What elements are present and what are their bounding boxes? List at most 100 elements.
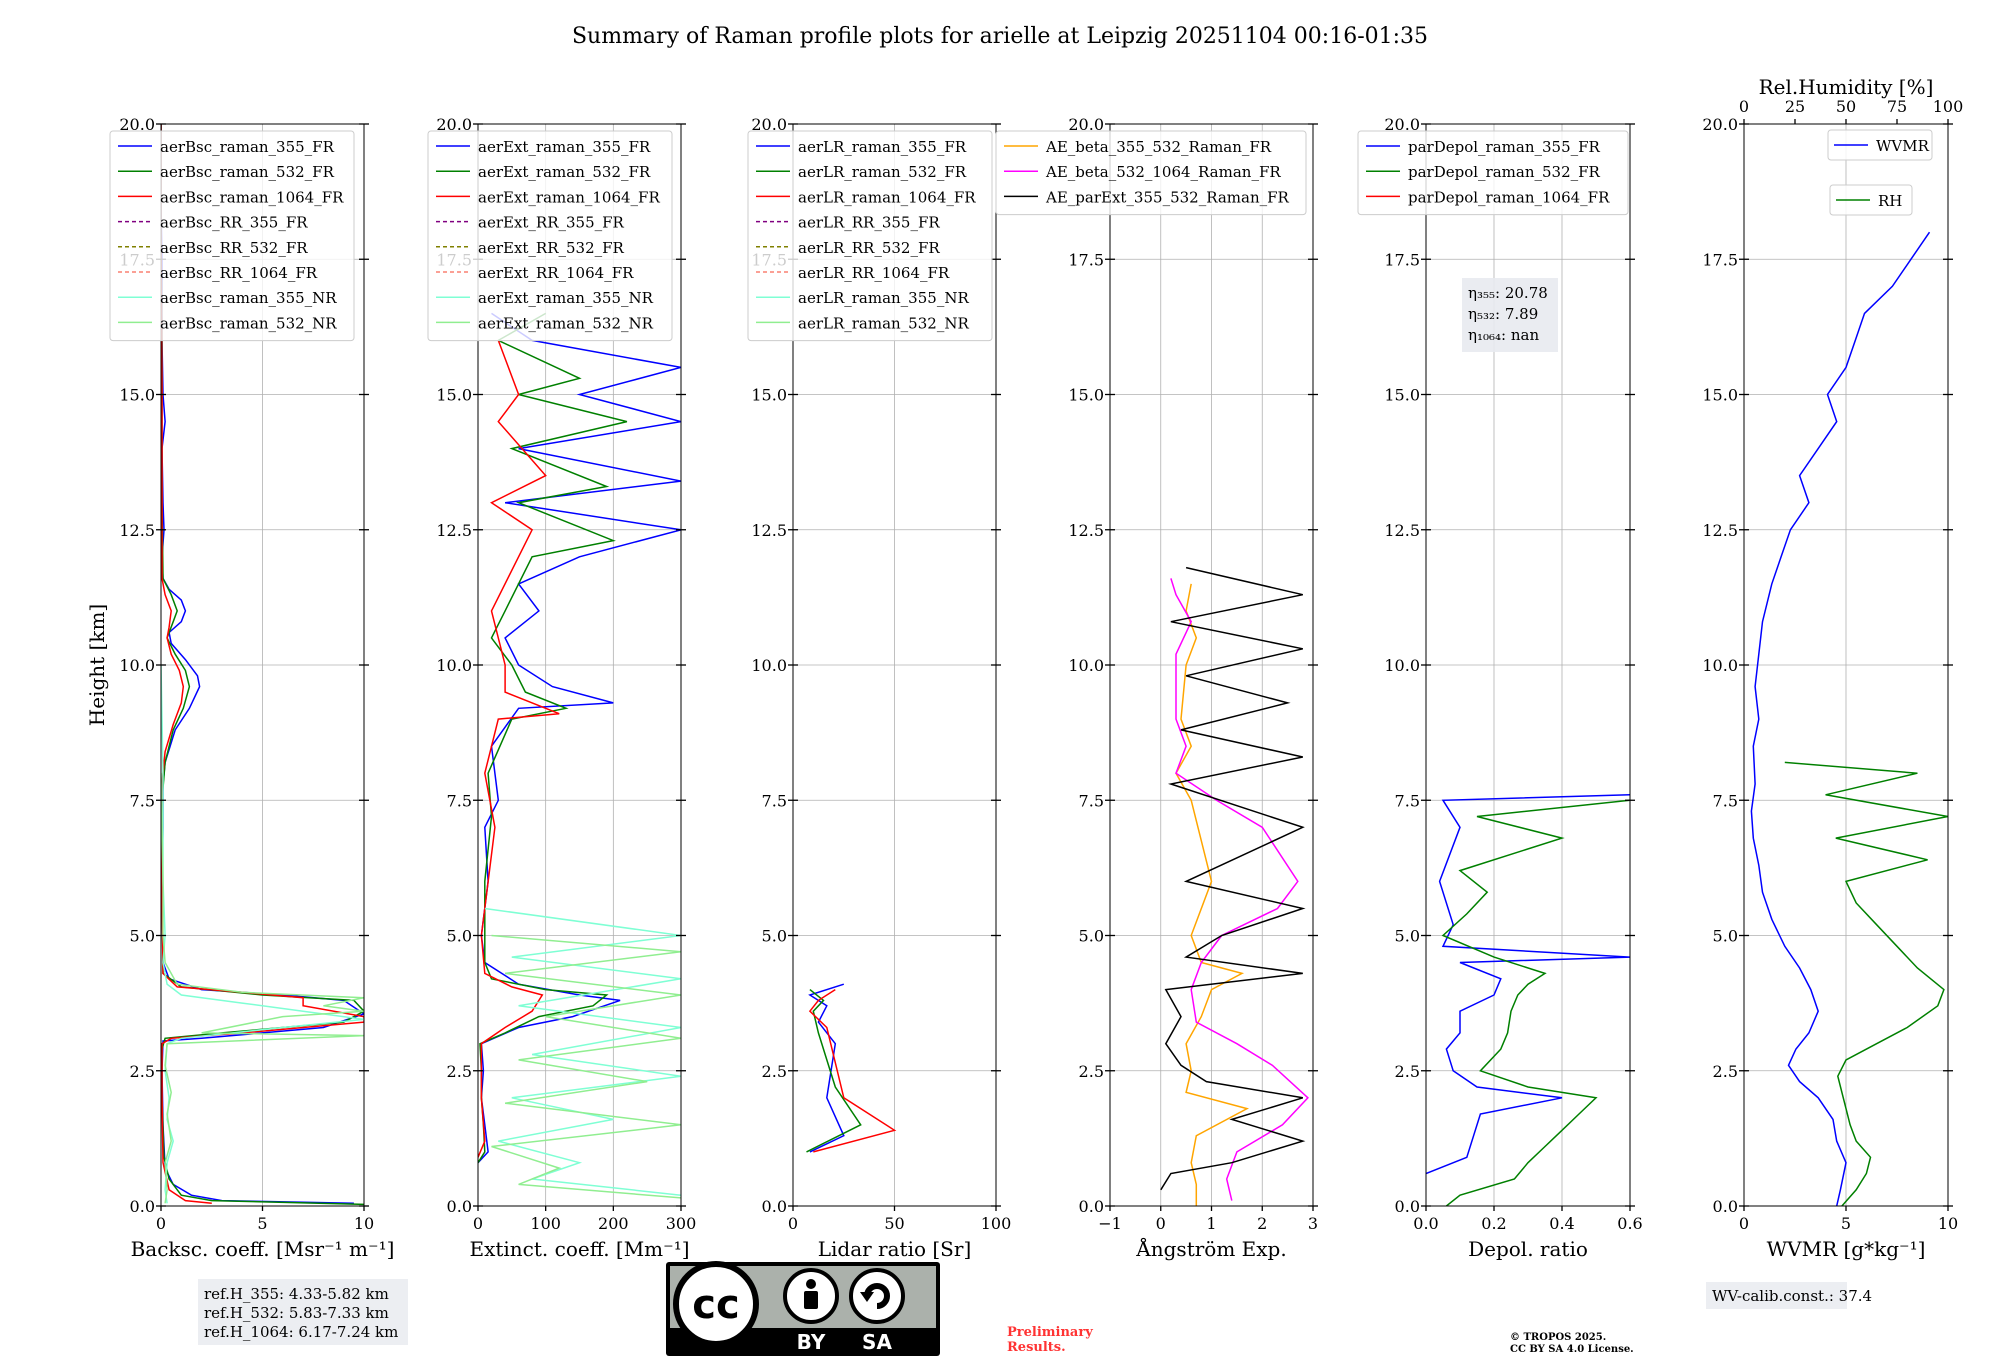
copyright-line-2: CC BY SA 4.0 License. [1510,1344,1634,1355]
sa-arrow-head [860,1292,874,1302]
series-line-AE_beta_532_1064_Raman_FR [1170,578,1309,1201]
legend-label: parDepol_raman_355_FR [1408,138,1601,156]
y-tick-label: 5.0 [1079,927,1104,946]
x-tick-label: 10 [1938,1214,1958,1233]
series-group [478,312,681,1199]
legend-label: aerExt_raman_1064_FR [478,188,660,206]
series-line-aerBsc_raman_355_NR [161,664,364,1204]
legend-label: aerLR_RR_532_FR [798,239,940,257]
series-group [161,124,364,1206]
x-tick-label: 10 [354,1214,374,1233]
series-line-aerExt_raman_532_NR [491,934,681,1199]
legend: AE_beta_355_532_Raman_FR AE_beta_532_1064… [995,130,1307,216]
series-line-aerExt_raman_532_FR [478,312,628,1164]
y-tick-label: 15.0 [119,386,155,405]
x-tick-label: 2 [1257,1214,1267,1233]
top-x-tick-label: 50 [1836,97,1856,116]
series-line-aerLR_raman_355_FR [808,983,845,1153]
legend-label: aerLR_raman_532_NR [798,314,969,332]
cc-icon-text: cc [692,1282,739,1328]
y-tick-label: 12.5 [1702,521,1738,540]
x-tick-label: 200 [598,1214,629,1233]
y-tick-label: 17.5 [1702,250,1738,269]
y-tick-label: 15.0 [1702,386,1738,405]
series-group [806,983,897,1153]
legend-label: aerExt_RR_355_FR [478,214,625,232]
y-tick-label: 5.0 [447,927,472,946]
x-tick-label: 0 [788,1214,798,1233]
legend-label: aerExt_RR_532_FR [478,239,625,257]
y-tick-label: 20.0 [751,115,787,134]
x-axis-label: Depol. ratio [1468,1237,1588,1261]
cc-icon [673,1261,759,1347]
x-tick-label: 50 [884,1214,904,1233]
legend-label: WVMR [1876,137,1930,155]
legend-box [1827,129,1933,161]
legend-label: aerExt_raman_532_NR [478,314,654,332]
wv-calib-const: WV-calib.const.: 37.4 [1712,1287,1872,1305]
by-person-body [804,1291,818,1309]
y-tick-label: 17.5 [1384,250,1420,269]
panel-wvmr: 0.02.55.07.510.012.515.017.520.00 5 10WVMR… [1702,75,1963,1261]
y-tick-label: 0.0 [762,1197,787,1216]
legend-box [427,130,673,342]
y-tick-label: 7.5 [130,791,155,810]
y-tick-label: 2.5 [762,1062,787,1081]
x-tick-label: 3 [1308,1214,1318,1233]
legend-box [109,130,355,342]
y-tick-label: 10.0 [436,656,472,675]
panel-depol: 0.0 2.5 5.0 7.5 10.0 12.5 15.0 17.5 20.0 0.0 0.2 0.… [1357,115,1643,1261]
y-tick-label: 0.0 [130,1197,155,1216]
depol-annotation-line: η₅₃₂: 7.89 [1468,305,1538,323]
ref-height-box: ref.H_355: 4.33-5.82 km ref.H_532: 5.83-… [198,1279,408,1345]
x-tick-label: 300 [666,1214,697,1233]
x-tick-label: 0.6 [1617,1214,1642,1233]
legend-label: aerExt_raman_532_FR [478,163,651,181]
x-axis-label: Backsc. coeff. [Msr⁻¹ m⁻¹] [131,1237,395,1261]
y-tick-label: 10.0 [119,656,155,675]
legend-label: RH [1878,192,1902,210]
top-x-tick-label: 75 [1887,97,1907,116]
y-tick-label: 10.0 [751,656,787,675]
top-x-axis-label: Rel.Humidity [%] [1759,75,1934,99]
legend-label: aerBsc_raman_532_NR [160,314,337,332]
legend: WVMR RH [1827,129,1933,216]
y-tick-label: 20.0 [1068,115,1104,134]
y-tick-label: 5.0 [1713,927,1738,946]
series-line-AE_parExt_355_532_Raman_FR [1160,566,1306,1191]
top-x-tick-label: 0 [1739,97,1749,116]
x-tick-label: 0.0 [1413,1214,1438,1233]
depol-annotation-line: η₁₀₆₄: nan [1468,326,1539,344]
y-tick-label: 17.5 [1068,250,1104,269]
y-tick-label: 0.0 [1395,1197,1420,1216]
sa-label: SA [862,1330,892,1354]
legend-label: AE_beta_532_1064_Raman_FR [1045,163,1281,181]
y-tick-label: 7.5 [447,791,472,810]
y-tick-label: 15.0 [1068,386,1104,405]
panel-extinction: 0.02.55.07.510.012.515.017.520.001002003… [427,115,697,1261]
series-line-parDepol_raman_355_FR [1426,794,1630,1175]
y-tick-label: 2.5 [1395,1062,1420,1081]
top-x-tick-label: 25 [1785,97,1805,116]
legend-label: AE_parExt_355_532_Raman_FR [1045,188,1290,206]
y-tick-label: 0.0 [1079,1197,1104,1216]
x-tick-label: −1 [1098,1214,1122,1233]
y-tick-label: 7.5 [1713,791,1738,810]
cc-license-badge: cc BY SA [666,1261,940,1356]
depol-annotation-box [1462,278,1558,352]
series-line-RH [1784,761,1948,1206]
y-tick-label: 12.5 [436,521,472,540]
legend-box [1357,130,1629,216]
series-line-AE_beta_355_532_Raman_FR [1175,583,1250,1206]
series-line-aerLR_raman_532_FR [806,989,862,1153]
y-tick-label: 0.0 [447,1197,472,1216]
legend-label: aerBsc_raman_1064_FR [160,188,344,206]
legend-label: AE_beta_355_532_Raman_FR [1045,138,1272,156]
sa-share-icon [849,1268,905,1324]
preliminary-line-2: Results. [1007,1340,1066,1355]
x-axis-label: Extinct. coeff. [Mm⁻¹] [469,1237,689,1261]
x-axis-label: Ångström Exp. [1135,1236,1286,1261]
y-tick-label: 5.0 [1395,927,1420,946]
series-group [1160,566,1309,1206]
x-tick-label: 0 [1156,1214,1166,1233]
